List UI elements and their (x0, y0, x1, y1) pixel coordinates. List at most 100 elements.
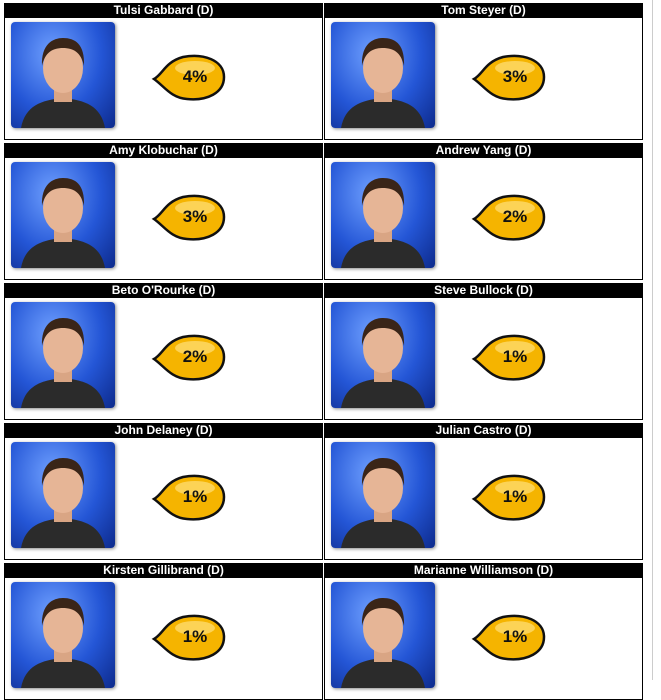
bubble-highlight (495, 481, 535, 495)
card-body: 1% (4, 578, 323, 700)
photo-figure (341, 598, 425, 688)
card-body: 1% (4, 438, 323, 560)
bubble-highlight (175, 61, 215, 75)
bubble-highlight (175, 341, 215, 355)
head (363, 43, 403, 93)
head (363, 183, 403, 233)
poll-percent: 1% (502, 627, 528, 646)
head (43, 43, 83, 93)
card-body: 3% (4, 158, 323, 280)
candidate-card: Julian Castro (D) 1% (324, 423, 643, 560)
candidate-name: Julian Castro (D) (324, 423, 643, 438)
hair (361, 318, 405, 346)
candidate-name: Kirsten Gillibrand (D) (4, 563, 323, 578)
bubble-highlight (175, 481, 215, 495)
speech-bubble (151, 334, 226, 381)
page: {"candidates": [ {"name": "Tulsi Gabbard… (4, 0, 653, 700)
hair (361, 178, 405, 206)
photo-figure (341, 38, 425, 128)
head (363, 323, 403, 373)
head (43, 183, 83, 233)
bubble-highlight (495, 621, 535, 635)
hair (361, 458, 405, 486)
candidate-name: Tulsi Gabbard (D) (4, 3, 323, 18)
photo-figure (341, 318, 425, 408)
candidate-name: Beto O'Rourke (D) (4, 283, 323, 298)
candidate-name: Tom Steyer (D) (324, 3, 643, 18)
card-body: 1% (324, 438, 643, 560)
candidate-name: Andrew Yang (D) (324, 143, 643, 158)
poll-percent: 2% (502, 207, 528, 226)
hair (361, 598, 405, 626)
shoulders (21, 378, 105, 408)
candidate-card: John Delaney (D) 1% (4, 423, 323, 560)
shoulders (341, 658, 425, 688)
photo-figure (21, 178, 105, 268)
head (43, 463, 83, 513)
card-body: 1% (324, 578, 643, 700)
speech-bubble (471, 474, 546, 521)
speech-bubble (471, 194, 546, 241)
candidate-card: Tulsi Gabbard (D) 4% (4, 3, 323, 140)
card-body: 3% (324, 18, 643, 140)
shoulders (341, 378, 425, 408)
candidate-photo (11, 582, 115, 688)
bubble-highlight (495, 341, 535, 355)
hair (41, 178, 85, 206)
candidate-photo (331, 442, 435, 548)
card-body: 2% (4, 298, 323, 420)
candidate-card: Kirsten Gillibrand (D) 1% (4, 563, 323, 700)
photo-figure (341, 458, 425, 548)
speech-bubble (471, 334, 546, 381)
candidate-photo (11, 442, 115, 548)
shoulders (341, 238, 425, 268)
bubble-highlight (175, 621, 215, 635)
speech-bubble (151, 614, 226, 661)
candidate-photo (11, 162, 115, 268)
poll-percent: 1% (182, 627, 208, 646)
bubble-highlight (175, 201, 215, 215)
speech-bubble (151, 194, 226, 241)
poll-percent: 3% (182, 207, 208, 226)
shoulders (21, 98, 105, 128)
candidate-photo (11, 22, 115, 128)
shoulders (21, 238, 105, 268)
head (43, 603, 83, 653)
poll-percent: 1% (502, 347, 528, 366)
speech-bubble (151, 474, 226, 521)
bubble-highlight (495, 201, 535, 215)
poll-percent: 4% (182, 67, 208, 86)
hair (41, 598, 85, 626)
shoulders (21, 658, 105, 688)
photo-figure (21, 38, 105, 128)
poll-percent: 1% (182, 487, 208, 506)
head (43, 323, 83, 373)
candidate-card: Tom Steyer (D) 3% (324, 3, 643, 140)
candidate-name: Amy Klobuchar (D) (4, 143, 323, 158)
candidate-name: Marianne Williamson (D) (324, 563, 643, 578)
card-body: 2% (324, 158, 643, 280)
candidate-card: Marianne Williamson (D) 1% (324, 563, 643, 700)
candidate-name: John Delaney (D) (4, 423, 323, 438)
bubble-highlight (495, 61, 535, 75)
candidate-photo (331, 22, 435, 128)
shoulders (341, 518, 425, 548)
head (363, 463, 403, 513)
speech-bubble (471, 54, 546, 101)
candidate-photo (331, 582, 435, 688)
poll-percent: 2% (182, 347, 208, 366)
card-body: 4% (4, 18, 323, 140)
candidate-card: Andrew Yang (D) 2% (324, 143, 643, 280)
photo-figure (341, 178, 425, 268)
hair (41, 318, 85, 346)
hair (41, 38, 85, 66)
hair (361, 38, 405, 66)
candidate-card: Steve Bullock (D) 1% (324, 283, 643, 420)
candidate-card: Amy Klobuchar (D) 3% (4, 143, 323, 280)
speech-bubble (151, 54, 226, 101)
speech-bubble (471, 614, 546, 661)
candidate-name: Steve Bullock (D) (324, 283, 643, 298)
shoulders (21, 518, 105, 548)
candidate-photo (331, 302, 435, 408)
poll-percent: 3% (502, 67, 528, 86)
